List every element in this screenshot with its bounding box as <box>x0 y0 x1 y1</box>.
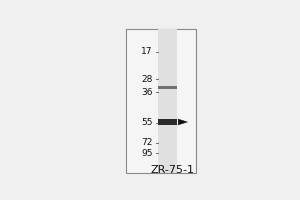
Bar <box>158 119 177 125</box>
Polygon shape <box>178 119 188 125</box>
Text: 36: 36 <box>141 88 153 97</box>
Text: 95: 95 <box>141 149 153 158</box>
Text: ZR-75-1: ZR-75-1 <box>150 165 194 175</box>
Bar <box>158 29 177 173</box>
Text: 28: 28 <box>141 75 153 84</box>
Bar <box>158 86 177 89</box>
Text: 17: 17 <box>141 47 153 56</box>
Text: 72: 72 <box>141 138 153 147</box>
Text: 55: 55 <box>141 118 153 127</box>
Bar <box>126 29 196 173</box>
